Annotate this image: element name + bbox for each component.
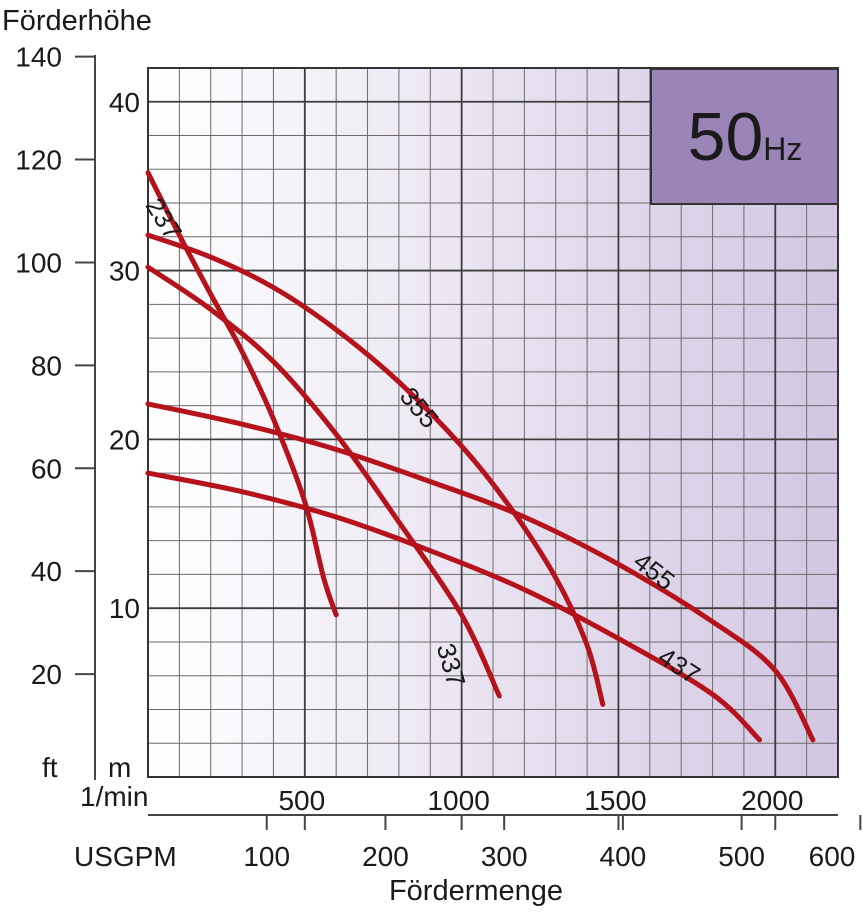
- major-gridlines: [148, 68, 838, 777]
- curve-355: [145, 232, 606, 707]
- lmin-tick-label: 2000: [741, 785, 803, 816]
- m-axis-ticks: 10 20 30 40: [109, 87, 140, 624]
- unit-usgpm-label: USGPM: [74, 841, 177, 872]
- curve-437: [145, 470, 763, 743]
- m-tick-label: 20: [109, 424, 140, 455]
- unit-lmin-label: 1/min: [80, 781, 148, 812]
- unit-m-label: m: [108, 752, 131, 783]
- usgpm-tick-label: 600: [809, 841, 856, 872]
- frequency-value: 50: [688, 99, 764, 175]
- ft-axis-ticks: 20 40 60 80 100 120 140: [15, 42, 95, 690]
- usgpm-axis-ticks: 100 200 300 400 500 600: [243, 815, 862, 872]
- ft-tick-label: 40: [31, 556, 62, 587]
- frequency-badge-background: [650, 68, 839, 205]
- lmin-tick-label: 1500: [584, 785, 646, 816]
- plot-frame: [147, 67, 839, 778]
- frequency-unit: Hz: [763, 131, 802, 167]
- axes: [94, 55, 838, 816]
- ft-tick-label: 60: [31, 453, 62, 484]
- ft-tick-label: 20: [31, 659, 62, 690]
- curve-455: [145, 401, 816, 743]
- m-tick-label: 10: [109, 593, 140, 624]
- m-tick-label: 40: [109, 87, 140, 118]
- usgpm-tick-label: 300: [481, 841, 528, 872]
- curve-237: [145, 170, 339, 618]
- curve-337: [145, 264, 502, 699]
- minor-gridlines: [148, 68, 838, 777]
- usgpm-tick-label: 500: [718, 841, 765, 872]
- lmin-axis-ticks: 500 1000 1500 2000: [278, 785, 803, 830]
- x-axis-title: Fördermenge: [389, 875, 563, 907]
- ft-tick-label: 100: [15, 247, 62, 278]
- ft-tick-label: 80: [31, 350, 62, 381]
- ft-tick-label: 120: [15, 145, 62, 176]
- frequency-badge: 50Hz: [650, 68, 839, 205]
- svg-text:50Hz: 50Hz: [688, 99, 803, 175]
- lmin-tick-label: 1000: [427, 785, 489, 816]
- lmin-tick-label: 500: [278, 785, 325, 816]
- ft-tick-label: 140: [15, 42, 62, 73]
- usgpm-tick-label: 100: [243, 841, 290, 872]
- unit-ft-label: ft: [42, 752, 58, 783]
- y-axis-title: Förderhöhe: [2, 5, 152, 37]
- m-tick-label: 30: [109, 256, 140, 287]
- usgpm-tick-label: 400: [600, 841, 647, 872]
- pump-curves: [145, 170, 816, 743]
- usgpm-tick-label: 200: [362, 841, 409, 872]
